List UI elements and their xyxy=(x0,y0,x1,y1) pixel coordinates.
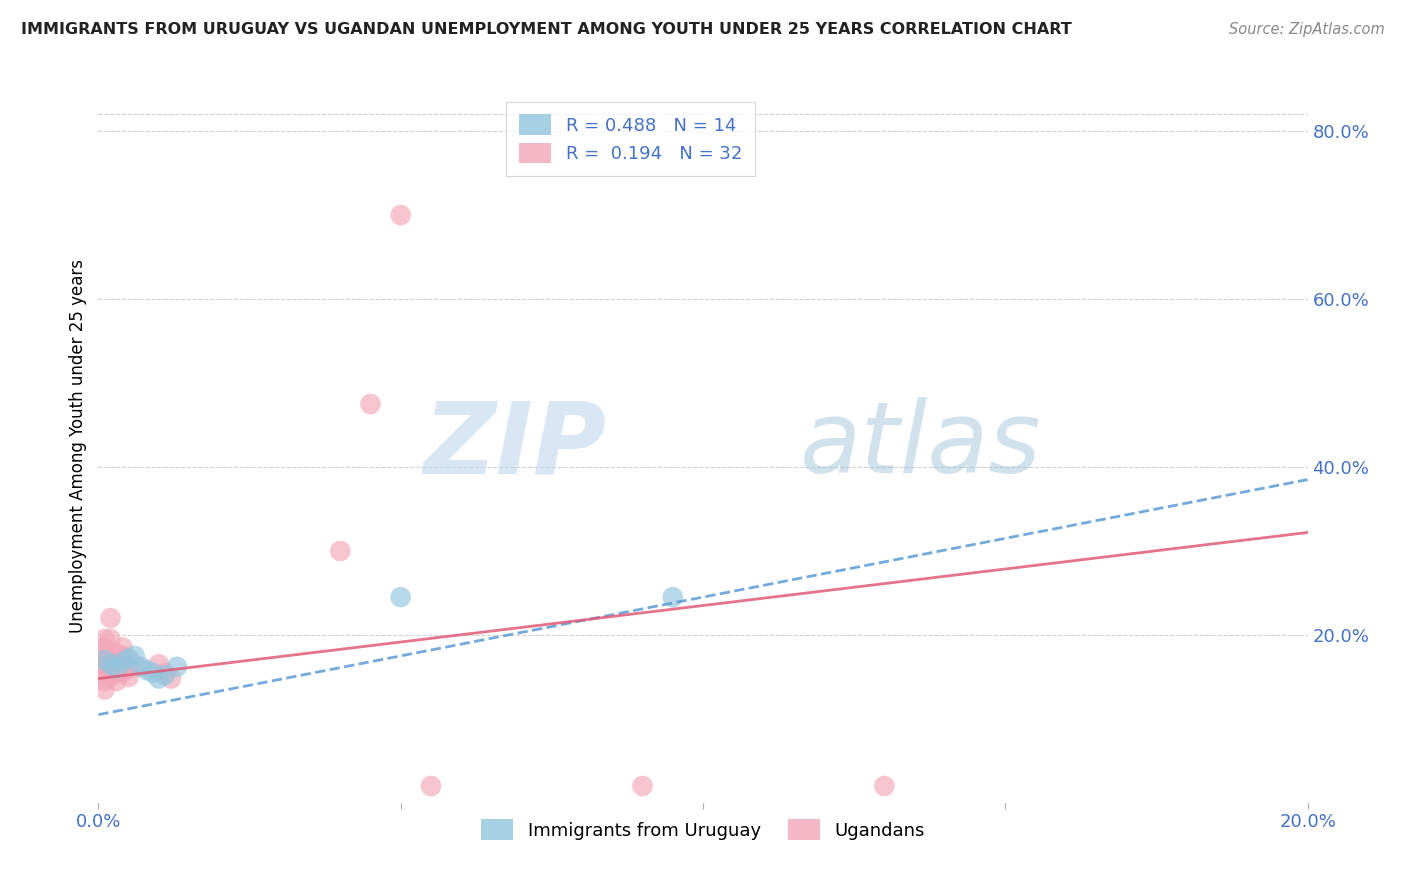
Point xyxy=(93,674,115,689)
Point xyxy=(389,208,412,222)
Point xyxy=(93,665,115,680)
Point xyxy=(124,648,146,663)
Point xyxy=(111,655,134,669)
Point xyxy=(118,670,141,684)
Point xyxy=(105,655,128,669)
Point xyxy=(105,665,128,680)
Point xyxy=(148,672,170,686)
Text: Source: ZipAtlas.com: Source: ZipAtlas.com xyxy=(1229,22,1385,37)
Point xyxy=(100,657,122,672)
Point xyxy=(631,779,654,793)
Point xyxy=(105,674,128,689)
Point xyxy=(153,665,176,680)
Point xyxy=(100,653,122,667)
Point xyxy=(124,657,146,672)
Point xyxy=(93,648,115,663)
Point xyxy=(329,544,352,558)
Text: atlas: atlas xyxy=(800,398,1042,494)
Point xyxy=(111,648,134,663)
Point xyxy=(153,668,176,682)
Text: ZIP: ZIP xyxy=(423,398,606,494)
Point xyxy=(93,640,115,655)
Point xyxy=(873,779,896,793)
Legend: Immigrants from Uruguay, Ugandans: Immigrants from Uruguay, Ugandans xyxy=(474,812,932,847)
Point xyxy=(105,661,128,675)
Point xyxy=(93,657,115,672)
Point xyxy=(93,632,115,646)
Point xyxy=(100,611,122,625)
Point xyxy=(93,682,115,697)
Text: IMMIGRANTS FROM URUGUAY VS UGANDAN UNEMPLOYMENT AMONG YOUTH UNDER 25 YEARS CORRE: IMMIGRANTS FROM URUGUAY VS UGANDAN UNEMP… xyxy=(21,22,1071,37)
Point xyxy=(111,665,134,680)
Point xyxy=(93,653,115,667)
Point xyxy=(100,661,122,675)
Point xyxy=(93,653,115,667)
Point xyxy=(118,661,141,675)
Y-axis label: Unemployment Among Youth under 25 years: Unemployment Among Youth under 25 years xyxy=(69,259,87,633)
Point xyxy=(389,590,412,604)
Point xyxy=(111,640,134,655)
Point xyxy=(661,590,683,604)
Point xyxy=(166,660,188,674)
Point xyxy=(360,397,382,411)
Point xyxy=(160,672,183,686)
Point xyxy=(135,663,157,677)
Point xyxy=(148,657,170,672)
Point xyxy=(118,651,141,665)
Point xyxy=(420,779,443,793)
Point xyxy=(129,660,152,674)
Point xyxy=(142,665,165,680)
Point xyxy=(100,632,122,646)
Point xyxy=(105,646,128,660)
Point xyxy=(100,670,122,684)
